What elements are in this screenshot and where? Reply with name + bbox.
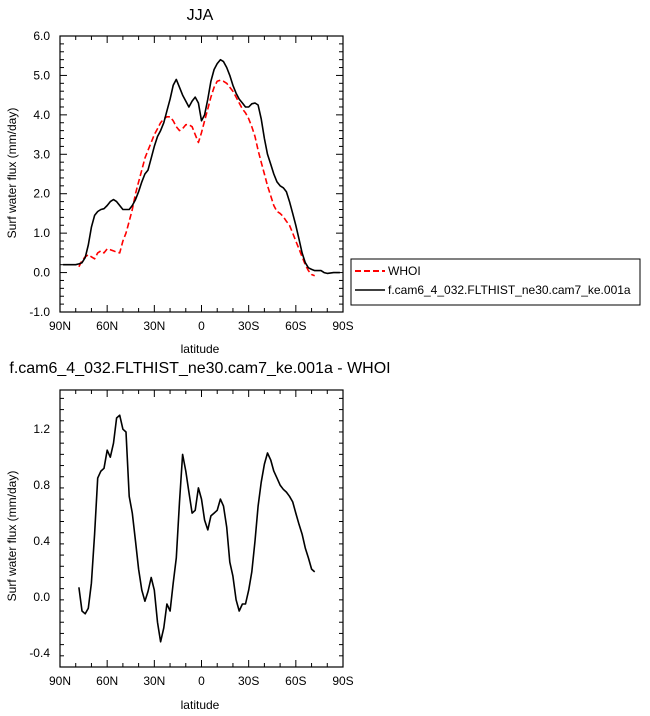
top-y-axis-label: Surf water flux (mm/day): [5, 108, 19, 239]
top-chart-panel: JJA -1.0 0.0 1.0 2.0 3.0 4.0 5.0 6.0 90N 60N 30N 0…: [5, 7, 354, 356]
legend-label-whoi: WHOI: [388, 264, 421, 278]
bottom-y-tick-labels: -0.4 0.0 0.4 0.8 1.2: [29, 422, 50, 660]
bottom-chart-panel: f.cam6_4_032.FLTHIST_ne30.cam7_ke.001a -…: [5, 360, 391, 712]
top-x-axis-label: latitude: [181, 342, 220, 356]
x-tick-label: 60N: [96, 319, 118, 333]
y-tick-label: 0.4: [33, 534, 50, 548]
x-tick-label: 60S: [285, 319, 306, 333]
x-tick-label: 90N: [49, 674, 71, 688]
y-tick-label: 4.0: [33, 108, 50, 122]
plot-frame: [59, 35, 344, 313]
x-tick-label: 90S: [332, 674, 353, 688]
y-tick-label: 0.8: [33, 478, 50, 492]
x-tick-label: 0: [198, 319, 205, 333]
x-tick-label: 90S: [332, 319, 353, 333]
y-tick-label: 5.0: [33, 68, 50, 82]
x-tick-label: 30N: [143, 674, 165, 688]
bottom-plot-area: [59, 389, 344, 668]
y-tick-label: 3.0: [33, 147, 50, 161]
bottom-x-tick-labels: 90N 60N 30N 0 30S 60S 90S: [49, 674, 354, 688]
legend-label-model: f.cam6_4_032.FLTHIST_ne30.cam7_ke.001a: [388, 283, 631, 297]
y-tick-label: 6.0: [33, 29, 50, 43]
bottom-x-axis-label: latitude: [181, 698, 220, 712]
top-x-tick-labels: 90N 60N 30N 0 30S 60S 90S: [49, 319, 354, 333]
x-tick-label: 30S: [238, 319, 259, 333]
top-chart-legend: WHOI f.cam6_4_032.FLTHIST_ne30.cam7_ke.0…: [350, 258, 641, 306]
top-y-tick-labels: -1.0 0.0 1.0 2.0 3.0 4.0 5.0 6.0: [29, 29, 50, 319]
series-line-difference: [78, 414, 316, 643]
legend-box: [350, 258, 641, 306]
x-tick-label: 0: [198, 674, 205, 688]
y-tick-label: -1.0: [29, 305, 50, 319]
y-tick-label: 0.0: [33, 266, 50, 280]
y-tick-label: 2.0: [33, 187, 50, 201]
y-tick-label: 1.2: [33, 422, 50, 436]
bottom-chart-title: f.cam6_4_032.FLTHIST_ne30.cam7_ke.001a -…: [9, 360, 390, 377]
series-line-model: [63, 58, 340, 275]
x-tick-label: 30S: [238, 674, 259, 688]
x-tick-label: 90N: [49, 319, 71, 333]
top-plot-area: [59, 35, 344, 313]
x-tick-label: 60S: [285, 674, 306, 688]
y-tick-label: 0.0: [33, 590, 50, 604]
top-chart-title: JJA: [187, 7, 214, 24]
y-tick-label: -0.4: [29, 646, 50, 660]
y-tick-label: 1.0: [33, 226, 50, 240]
x-tick-label: 30N: [143, 319, 165, 333]
series-line-whoi: [78, 79, 315, 277]
x-tick-label: 60N: [96, 674, 118, 688]
bottom-y-axis-label: Surf water flux (mm/day): [5, 471, 19, 602]
